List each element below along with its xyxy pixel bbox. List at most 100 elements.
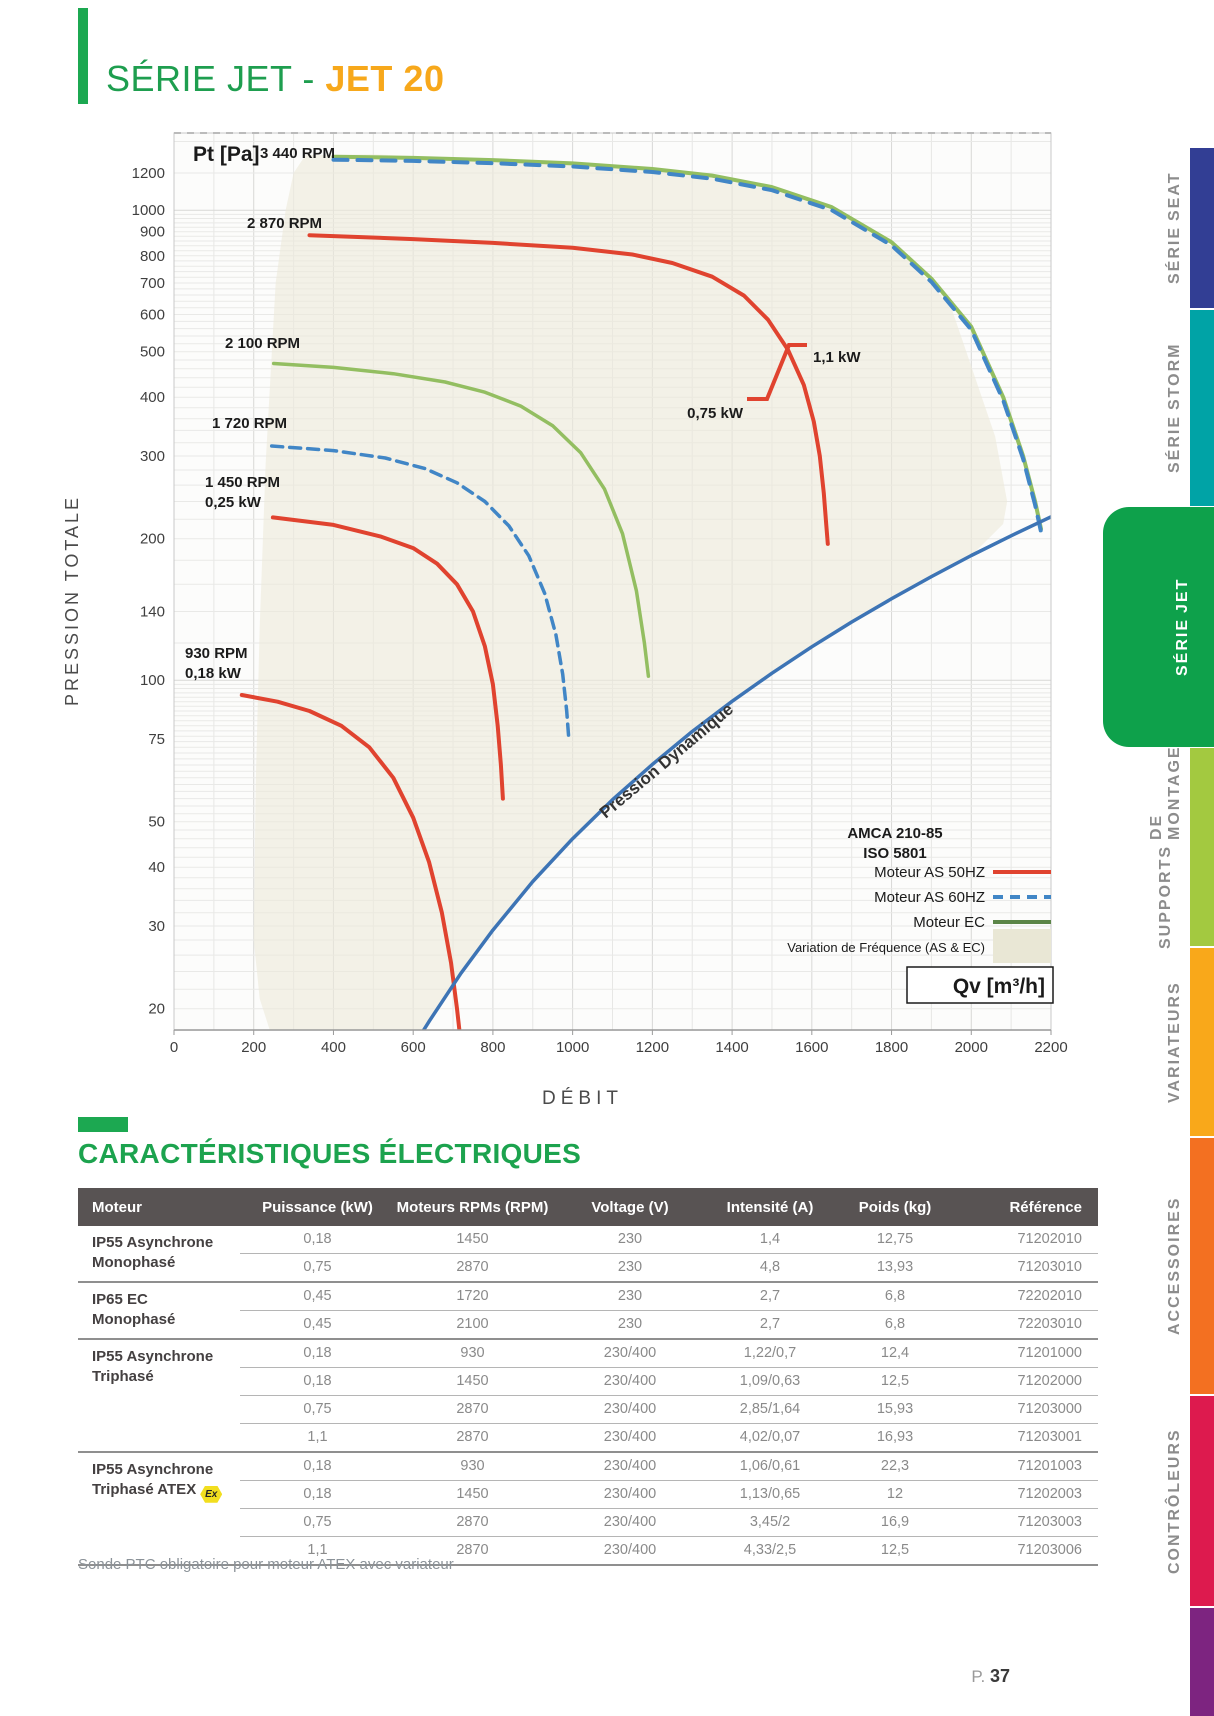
table-cell: 230/400	[550, 1481, 710, 1509]
fan-curve-svg: 1200100090080070060050040030020014010075…	[132, 132, 1068, 1056]
table-cell: 0,75	[240, 1509, 395, 1537]
tab-color-strip[interactable]	[1190, 948, 1214, 1136]
table-cell: 0,75	[303, 1259, 332, 1275]
legend-label: Moteur AS 50HZ	[874, 864, 985, 881]
table-cell: 22,3	[830, 1453, 960, 1481]
tab-label-line: VARIATEURS	[1166, 981, 1183, 1103]
tab-color-strip[interactable]	[1190, 148, 1214, 308]
tab-label[interactable]: VARIATEURS	[1166, 948, 1184, 1136]
table-cell: 6,8	[830, 1283, 960, 1311]
table-cell: 0,18	[240, 1481, 395, 1509]
table-cell: 0,18	[240, 1226, 395, 1254]
x-tick-label: 0	[170, 1039, 178, 1056]
section-title: CARACTÉRISTIQUES ÉLECTRIQUES	[78, 1138, 582, 1169]
frequency-variation-region	[253, 154, 1008, 1030]
tab-label-line: SEAT	[1166, 171, 1183, 222]
curve-annotation: 3 440 RPM	[260, 145, 335, 162]
fan-performance-chart: 1200 1000 900 800 700 600 500 400 300 200 140 100 75…	[95, 125, 1075, 1075]
table-cell: 230/400	[603, 1429, 657, 1445]
table-cell: 230/400	[603, 1542, 657, 1558]
table-group: IP55 Asynchrone Triphasé 0,18 930 230/400 1,2…	[78, 1340, 1098, 1453]
table-cell: 0,18	[240, 1453, 395, 1481]
y-tick-label: 75	[148, 731, 165, 748]
tab-color-strip[interactable]	[1190, 1396, 1214, 1606]
table-cell: 1450	[395, 1226, 550, 1254]
active-tab-background[interactable]	[1103, 507, 1214, 747]
page-title: SÉRIE JET - JET 20	[106, 58, 444, 100]
atex-ex-icon: Ex	[200, 1485, 223, 1503]
x-tick-label: 1000	[556, 1039, 589, 1056]
footnote: Sonde PTC obligatoire pour moteur ATEX a…	[78, 1556, 454, 1573]
table-cell: 2870	[395, 1509, 550, 1537]
table-cell: 12	[830, 1481, 960, 1509]
page-title-model: JET 20	[325, 58, 445, 99]
legend-swatch-area	[993, 929, 1051, 963]
y-tick-label: 100	[140, 672, 165, 689]
tab-label[interactable]: CONTRÔLEURS	[1166, 1396, 1184, 1606]
table-cell: 3,45/2	[710, 1509, 830, 1537]
curve-annotation: 0,75 kW	[687, 405, 744, 422]
table-cell: 71202010	[960, 1226, 1098, 1254]
tab-label-line: SÉRIE	[1174, 618, 1191, 677]
curve-annotation: 2 870 RPM	[247, 215, 322, 232]
tab-color-strip[interactable]	[1190, 310, 1214, 506]
table-header-row: Moteur Puissance (kW) Moteurs RPMs (RPM) Vo…	[78, 1188, 1098, 1226]
table-cell: 1,06/0,61	[710, 1453, 830, 1481]
table-cell: 71202000	[960, 1368, 1098, 1396]
curve-annotation: 2 100 RPM	[225, 335, 300, 352]
table-cell: 71203006	[1017, 1542, 1082, 1558]
motor-group-name: IP55 Asynchrone Triphasé ATEX Ex	[78, 1453, 240, 1564]
tab-label-line: STORM	[1166, 342, 1183, 411]
table-cell: 1450	[395, 1481, 550, 1509]
y-tick-label: 900	[140, 224, 165, 241]
section-accent-bar	[78, 1117, 128, 1132]
table-cell: 71203003	[960, 1509, 1098, 1537]
table-cell: 13,93	[876, 1259, 914, 1275]
x-tick-label: 400	[321, 1039, 346, 1056]
table-cell: 16,9	[830, 1509, 960, 1537]
table-cell: 6,8	[884, 1316, 906, 1332]
table-cell: 2,85/1,64	[710, 1396, 830, 1424]
table-cell: 4,02/0,07	[739, 1429, 801, 1445]
y-tick-label: 700	[140, 275, 165, 292]
tab-label[interactable]: SÉRIE SEAT	[1166, 148, 1184, 308]
table-cell: 930	[395, 1340, 550, 1368]
table-cell: 2870	[395, 1396, 550, 1424]
tab-label[interactable]: SÉRIE JET	[1174, 507, 1192, 747]
tab-label-line: SÉRIE	[1166, 415, 1183, 474]
table-cell: 1,1	[307, 1429, 328, 1445]
tab-label[interactable]: ACCESSOIRES	[1166, 1138, 1184, 1394]
motor-group-name: IP65 EC Monophasé	[92, 1291, 176, 1328]
y-tick-label: 30	[148, 918, 165, 935]
tab-label[interactable]: SÉRIE STORM	[1166, 310, 1184, 506]
y-tick-label: 500	[140, 344, 165, 361]
column-header: Moteur	[92, 1198, 142, 1216]
y-tick-label: 20	[148, 1001, 165, 1018]
table-cell: 15,93	[830, 1396, 960, 1424]
tab-label[interactable]: SUPPORTS DE MONTAGE	[1148, 745, 1184, 949]
table-cell: 4,8	[759, 1259, 781, 1275]
table-cell: 71203010	[1017, 1259, 1082, 1275]
table-cell: 0,45	[240, 1283, 395, 1311]
legend-standards: AMCA 210-85	[847, 825, 942, 842]
page-number: P. 37	[820, 1666, 1010, 1687]
y-axis-title: Pt [Pa]	[193, 143, 260, 166]
table-cell: 230/400	[550, 1368, 710, 1396]
table-cell: 1,13/0,65	[710, 1481, 830, 1509]
table-cell: 2870	[456, 1429, 489, 1445]
y-axis-caption: PRESSION TOTALE	[62, 494, 82, 706]
table-cell: 2870	[456, 1542, 489, 1558]
table-cell: 71201003	[960, 1453, 1098, 1481]
table-cell: 230	[617, 1259, 643, 1275]
table-cell: 12,75	[830, 1226, 960, 1254]
table-group: IP65 EC Monophasé 0,45 1720 230 2,7 6,8 7220201…	[78, 1283, 1098, 1340]
tab-color-strip[interactable]	[1190, 748, 1214, 946]
tab-color-strip[interactable]	[1190, 1608, 1214, 1716]
table-cell: 12,5	[880, 1542, 910, 1558]
tab-color-strip[interactable]	[1190, 1138, 1214, 1394]
column-header: Moteurs RPMs (RPM)	[396, 1198, 549, 1216]
table-cell: 1,4	[710, 1226, 830, 1254]
y-tick-label: 50	[148, 814, 165, 831]
legend-label: Variation de Fréquence (AS & EC)	[787, 940, 985, 955]
